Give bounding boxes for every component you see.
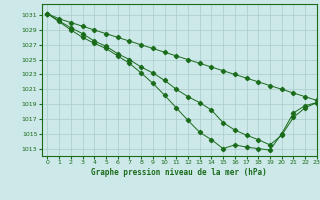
X-axis label: Graphe pression niveau de la mer (hPa): Graphe pression niveau de la mer (hPa) [91,168,267,177]
